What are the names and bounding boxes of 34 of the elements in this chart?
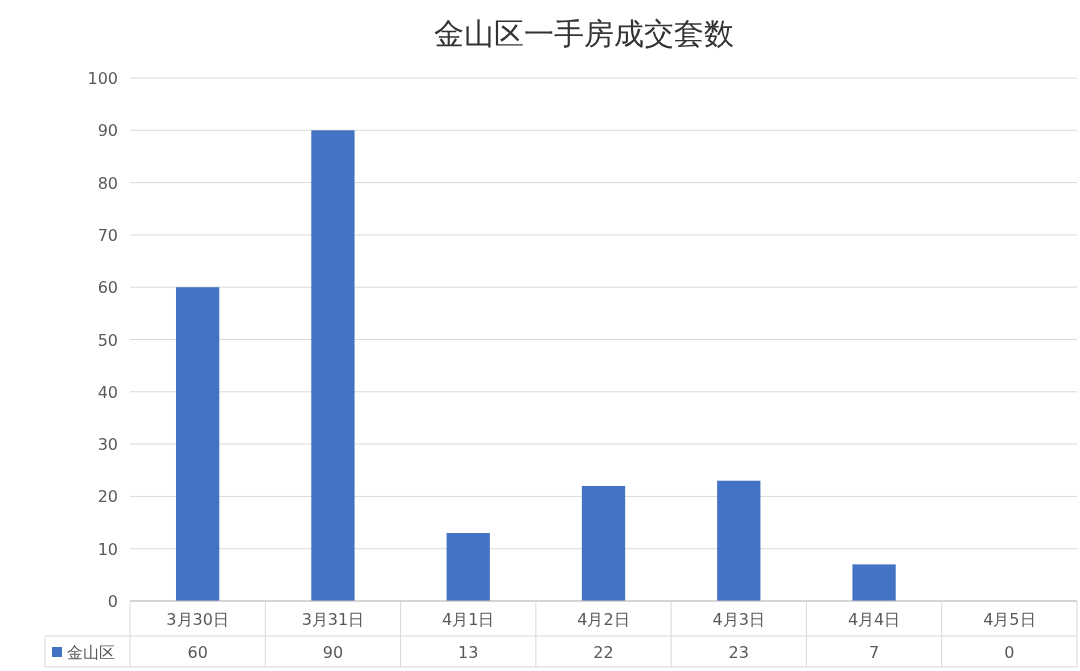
data-label: 0 — [1004, 643, 1015, 662]
bar — [311, 130, 355, 601]
bar — [717, 480, 761, 601]
y-tick-label: 80 — [97, 173, 118, 193]
x-tick-label: 3月30日 — [166, 610, 229, 629]
data-label: 90 — [322, 643, 344, 662]
legend-label: 金山区 — [67, 643, 115, 662]
bar — [176, 287, 220, 601]
data-label: 60 — [187, 643, 208, 662]
y-tick-label: 10 — [97, 539, 118, 559]
y-tick-label: 90 — [97, 121, 118, 141]
data-label: 22 — [593, 643, 614, 662]
bar — [581, 485, 626, 601]
bar — [852, 564, 896, 601]
y-tick-label: 0 — [107, 592, 118, 611]
y-tick-label: 60 — [97, 278, 118, 298]
y-tick-label: 100 — [87, 69, 118, 88]
data-label: 23 — [728, 643, 749, 662]
x-tick-label: 4月4日 — [847, 610, 901, 629]
y-tick-label: 40 — [97, 382, 118, 402]
x-tick-label: 4月2日 — [577, 610, 630, 629]
y-tick-label: 20 — [97, 487, 118, 507]
data-label: 7 — [868, 643, 880, 662]
y-tick-label: 30 — [97, 435, 118, 455]
x-tick-label: 4月5日 — [983, 610, 1036, 629]
y-tick-label: 50 — [97, 330, 118, 350]
y-tick-label: 70 — [97, 225, 118, 245]
legend: 金山区 — [52, 643, 115, 662]
chart-title: 金山区一手房成交套数 — [433, 16, 734, 51]
x-tick-label: 4月3日 — [712, 610, 765, 629]
x-tick-label: 4月1日 — [442, 610, 495, 629]
data-label: 13 — [458, 643, 479, 662]
bar — [446, 533, 490, 601]
x-tick-label: 3月31日 — [301, 610, 365, 629]
